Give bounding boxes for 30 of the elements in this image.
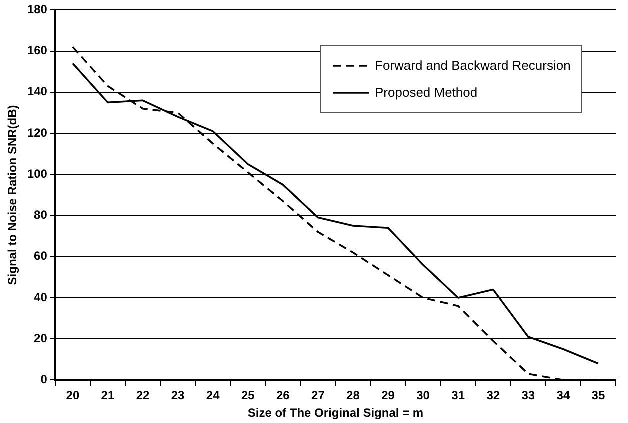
x-tick-label: 35 <box>592 388 606 403</box>
x-tick-label: 32 <box>486 388 500 403</box>
x-tick-label: 34 <box>556 388 570 403</box>
y-tick-label: 60 <box>34 249 48 264</box>
y-tick-label: 160 <box>27 44 48 58</box>
legend-label: Proposed Method <box>375 85 478 100</box>
x-tick-label: 30 <box>416 388 430 403</box>
x-tick-label: 27 <box>312 388 326 403</box>
legend-label: Forward and Backward Recursion <box>375 58 571 73</box>
y-tick-label: 20 <box>34 331 48 346</box>
y-tick-label: 180 <box>27 2 48 17</box>
x-tick-label: 24 <box>206 388 220 403</box>
x-tick-label: 31 <box>452 388 466 403</box>
x-tick-label: 33 <box>522 388 536 403</box>
x-tick-label: 29 <box>382 388 396 403</box>
y-tick-label: 100 <box>27 166 48 181</box>
y-tick-label: 40 <box>34 290 48 304</box>
y-axis-title: Signal to Noise Ration SNR(dB) <box>6 105 20 286</box>
x-tick-label: 22 <box>136 388 150 403</box>
y-tick-label: 0 <box>40 372 48 387</box>
x-tick-label: 28 <box>346 388 360 403</box>
y-tick-label: 120 <box>27 126 48 140</box>
x-tick-label: 23 <box>171 388 186 403</box>
x-tick-label: 21 <box>101 388 115 403</box>
y-tick-label: 80 <box>34 208 48 222</box>
x-axis-title: Size of The Original Signal = m <box>248 406 424 420</box>
x-tick-label: 26 <box>276 388 290 403</box>
y-tick-label: 140 <box>27 84 48 99</box>
x-tick-label: 25 <box>241 388 256 403</box>
x-tick-label: 20 <box>66 388 80 403</box>
